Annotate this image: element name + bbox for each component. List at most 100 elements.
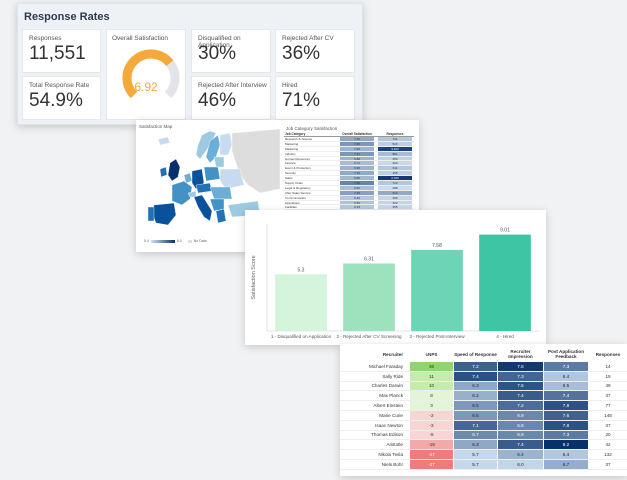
kpi-rejected-after-cv[interactable]: Rejected After CV 36% bbox=[275, 29, 355, 73]
table-row[interactable]: Marketing 7.45 520 bbox=[284, 142, 414, 147]
post-feedback-cell: 6.4 bbox=[544, 371, 588, 381]
table-row[interactable]: Aristotle -19 6.3 7.4 8.2 42 bbox=[340, 440, 627, 451]
x-tick-label: 1 - Disqualified on Application bbox=[271, 334, 332, 339]
post-feedback-cell: 7.3 bbox=[544, 430, 588, 440]
responses-cell: 320 bbox=[378, 161, 412, 165]
job-category-table-title: Job Category Satisfaction bbox=[286, 126, 338, 131]
job-category-cell: Marketing bbox=[285, 141, 299, 146]
job-category-cell: Operations bbox=[285, 200, 300, 205]
kpi-hired[interactable]: Hired 71% bbox=[275, 76, 355, 120]
country-belarus-ukraine bbox=[219, 168, 245, 190]
post-feedback-cell: 7.3 bbox=[544, 362, 588, 371]
col-overall-satisfaction[interactable]: Overall Satisfaction bbox=[342, 132, 372, 136]
impression-cell: 6.9 bbox=[498, 430, 543, 440]
table-row[interactable]: Sally Ride 11 7.4 7.3 6.4 19 bbox=[340, 371, 627, 382]
recruiter-table-body: Michael Faraday 36 7.2 7.8 7.3 14 Sally Ride 11… bbox=[340, 362, 627, 470]
satisfaction-cell: 7.60 bbox=[340, 181, 374, 185]
kpi-label: Disqualified on Application bbox=[198, 35, 241, 49]
recruiter-name: Michael Faraday bbox=[369, 363, 403, 369]
bar-1[interactable] bbox=[275, 274, 327, 331]
table-row[interactable]: Sales 6.80 2,040 bbox=[284, 176, 414, 182]
col-recruiter-impression[interactable]: Recruiter Impression bbox=[508, 349, 533, 359]
speed-cell: 7.4 bbox=[454, 371, 497, 381]
col-speed-of-response[interactable]: Speed of Response bbox=[454, 351, 497, 357]
table-row[interactable]: Event & Production 6.95 611 bbox=[284, 166, 414, 172]
col-post-application-feedback[interactable]: Post Application Feedback bbox=[547, 349, 585, 359]
kpi-value: 71% bbox=[282, 90, 321, 111]
kpi-rejected-after-interview[interactable]: Rejected After Interview 46% bbox=[191, 76, 271, 120]
table-row[interactable]: Thomas Edison -5 6.7 6.9 7.3 20 bbox=[340, 430, 627, 441]
table-row[interactable]: Marketing 7.02 3,102 bbox=[284, 147, 414, 152]
country-ireland bbox=[159, 166, 168, 178]
table-row[interactable]: Facilities 6.33 355 bbox=[284, 205, 414, 211]
country-portugal bbox=[147, 206, 155, 222]
table-row[interactable]: Finance 6.71 320 bbox=[284, 161, 414, 167]
speed-cell: 6.7 bbox=[454, 430, 497, 440]
speed-cell: 5.7 bbox=[454, 459, 497, 469]
bar-2[interactable] bbox=[343, 263, 395, 331]
col-responses[interactable]: Responses bbox=[595, 351, 621, 357]
job-category-cell: Facilities bbox=[285, 205, 297, 210]
country-uk bbox=[167, 158, 181, 182]
table-row[interactable]: Max Planck 8 6.2 7.4 7.4 37 bbox=[340, 391, 627, 402]
table-row[interactable]: Human Resources 6.88 450 bbox=[284, 157, 414, 162]
table-row[interactable]: Operations 6.50 402 bbox=[284, 201, 414, 206]
cnps-cell: 10 bbox=[410, 381, 453, 391]
country-italy bbox=[193, 194, 213, 222]
table-row[interactable]: Research & Science 7.20 741 bbox=[284, 137, 414, 142]
bar-4[interactable] bbox=[479, 234, 531, 331]
col-cnps[interactable]: cNPS bbox=[425, 351, 438, 357]
country-france bbox=[171, 180, 193, 206]
satisfaction-cell: 7.10 bbox=[340, 171, 374, 175]
table-row[interactable]: Legal & Regulatory 6.62 288 bbox=[284, 186, 414, 191]
satisfaction-cell: 7.20 bbox=[340, 137, 374, 141]
recruiter-name: Max Planck bbox=[379, 393, 403, 399]
table-row[interactable]: Security 7.10 455 bbox=[284, 171, 414, 177]
job-category-cell: Industry bbox=[285, 151, 296, 156]
bar-3[interactable] bbox=[411, 249, 463, 331]
recruiter-name: Charles Darwin bbox=[371, 383, 403, 389]
y-axis-label: Satisfaction Score bbox=[251, 255, 257, 299]
kpi-overall-satisfaction[interactable]: Overall Satisfaction 6.92 bbox=[106, 29, 186, 120]
responses-cell: 37 bbox=[605, 422, 611, 428]
table-row[interactable]: Industry 7.41 881 bbox=[284, 152, 414, 157]
responses-cell: 77 bbox=[605, 403, 611, 409]
job-category-cell: Legal & Regulatory bbox=[285, 185, 311, 190]
impression-cell: 7.4 bbox=[498, 440, 543, 450]
kpi-label: Rejected After Interview bbox=[198, 82, 267, 89]
responses-cell: 390 bbox=[378, 196, 412, 200]
table-row[interactable]: Albert Einstein 3 6.5 7.2 7.8 77 bbox=[340, 401, 627, 411]
table-row[interactable]: Charles Darwin 10 6.3 7.5 6.5 49 bbox=[340, 381, 627, 392]
bar-value-label: 9.01 bbox=[500, 228, 510, 234]
table-row[interactable]: Michael Faraday 36 7.2 7.8 7.3 14 bbox=[340, 362, 627, 372]
kpi-total-response-rate[interactable]: Total Response Rate 54.9% bbox=[22, 76, 101, 120]
kpi-responses[interactable]: Responses 11,551 bbox=[22, 29, 101, 73]
post-feedback-cell: 8.2 bbox=[544, 440, 588, 450]
table-row[interactable]: After Sales Service 7.35 514 bbox=[284, 191, 414, 196]
responses-cell: 881 bbox=[378, 152, 412, 156]
impression-cell: 6.4 bbox=[498, 450, 543, 459]
table-row[interactable]: Niels Bohr -27 5.7 6.0 6.7 37 bbox=[340, 459, 627, 470]
col-responses[interactable]: Responses bbox=[386, 132, 404, 136]
responses-cell: 2,040 bbox=[378, 176, 412, 180]
job-category-cell: Event & Production bbox=[285, 166, 311, 171]
table-row[interactable]: Communication 6.40 390 bbox=[284, 196, 414, 201]
country-norway bbox=[195, 130, 217, 160]
cnps-cell: -27 bbox=[410, 450, 453, 459]
table-row[interactable]: Isaac Newton -3 7.1 6.9 7.8 37 bbox=[340, 420, 627, 431]
post-feedback-cell: 7.8 bbox=[544, 420, 588, 430]
table-row[interactable]: Marie Curie -2 6.5 6.9 7.6 148 bbox=[340, 410, 627, 421]
impression-cell: 7.5 bbox=[498, 381, 543, 391]
map-legend: 5.4 8.0 No Data bbox=[144, 239, 207, 243]
table-row[interactable]: Nikola Tesla -27 5.7 6.4 6.4 132 bbox=[340, 450, 627, 460]
table-row[interactable]: Supply Chain 7.60 712 bbox=[284, 181, 414, 186]
kpi-disqualified-on-application[interactable]: Disqualified on Application 30% bbox=[191, 29, 271, 73]
col-recruiter[interactable]: Recruiter bbox=[382, 351, 403, 357]
kpi-value: 30% bbox=[198, 43, 237, 64]
speed-cell: 6.2 bbox=[454, 391, 497, 401]
impression-cell: 7.3 bbox=[498, 371, 543, 381]
responses-cell: 611 bbox=[378, 166, 412, 170]
x-tick-label: 4 - Hired bbox=[496, 334, 514, 339]
col-job-category[interactable]: Job Category bbox=[285, 132, 306, 136]
kpi-label: Total Response Rate bbox=[29, 82, 90, 89]
